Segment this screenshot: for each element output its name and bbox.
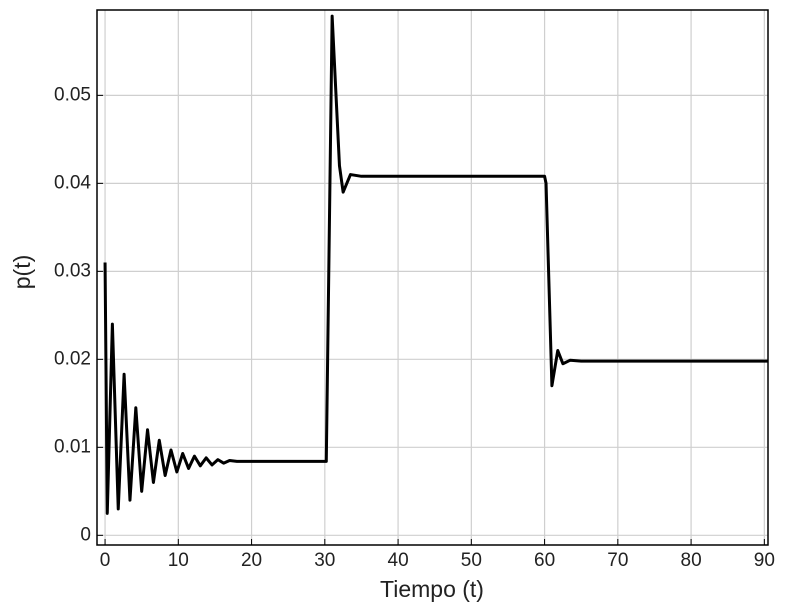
x-tick-label: 30 <box>314 550 335 571</box>
x-tick-label: 70 <box>607 550 628 571</box>
y-tick-label: 0.04 <box>54 172 91 193</box>
y-tick-label: 0 <box>80 524 91 545</box>
plot-frame <box>96 9 769 546</box>
y-axis-label: p(t) <box>9 255 35 290</box>
y-tick-label: 0.02 <box>54 348 91 369</box>
x-tick-label: 10 <box>168 550 189 571</box>
x-tick-label: 40 <box>388 550 409 571</box>
y-tick-label: 0.03 <box>54 260 91 281</box>
x-tick-label: 20 <box>241 550 262 571</box>
y-tick-label: 0.01 <box>54 436 91 457</box>
data-line <box>103 14 768 515</box>
y-tick-label: 0.05 <box>54 84 91 105</box>
x-tick-label: 0 <box>100 550 111 571</box>
x-axis-label: Tiempo (t) <box>380 576 484 602</box>
x-tick-label: 50 <box>461 550 482 571</box>
x-tick-label: 60 <box>534 550 555 571</box>
x-tick-label: 80 <box>681 550 702 571</box>
x-tick-label: 90 <box>754 550 775 571</box>
